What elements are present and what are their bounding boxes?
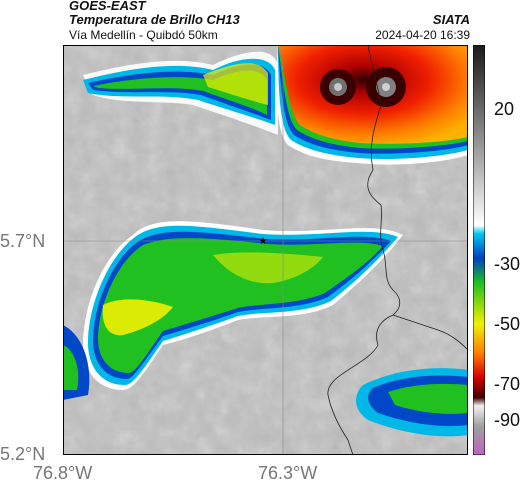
datetime-label: 2024-04-20 16:39 [375, 28, 470, 42]
lon-label-2: 76.3°W [258, 463, 318, 483]
location-marker: ★ [259, 236, 268, 247]
colorbar-tick-minus30: -30 [494, 254, 521, 274]
colorbar-tick-minus50: -50 [494, 314, 521, 334]
admin-boundary [327, 45, 401, 455]
colorbar-tick-minus90: -90 [494, 410, 521, 430]
colorbar-tick-minus70: -70 [494, 374, 521, 394]
colorbar-tick-20: 20 [494, 99, 515, 119]
satellite-label: GOES-EAST [69, 0, 146, 13]
route-subtitle: Vía Medellín - Quibdó 50km [69, 28, 218, 42]
admin-boundary-branch [392, 314, 468, 351]
cloud-patch-southeast [356, 368, 468, 437]
lat-label-1: 5.7°N [0, 231, 46, 251]
product-title: Temperatura de Brillo CH13 [69, 12, 240, 27]
lat-label-2: 5.2°N [0, 444, 46, 464]
cloud-band-north [83, 51, 278, 136]
brightness-temperature-map: ★ [63, 45, 468, 455]
lon-label-1: 76.8°W [33, 463, 93, 483]
agency-label: SIATA [432, 12, 470, 27]
colorbar [473, 45, 485, 455]
cloud-band-central [83, 221, 403, 390]
convective-storm [276, 45, 468, 165]
